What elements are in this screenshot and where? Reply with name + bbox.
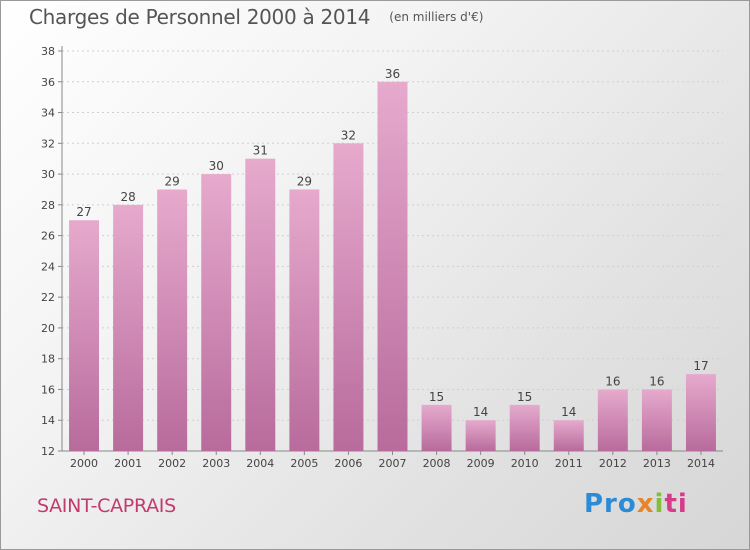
x-tick-label: 2005 — [290, 457, 318, 470]
y-tick-label: 28 — [41, 199, 55, 212]
data-label: 14 — [473, 405, 488, 419]
bar — [113, 204, 144, 451]
y-tick-label: 22 — [41, 291, 55, 304]
y-tick-label: 24 — [41, 260, 55, 273]
bar — [245, 158, 276, 451]
x-tick-label: 2000 — [70, 457, 98, 470]
bar — [157, 189, 188, 451]
data-label: 16 — [605, 374, 620, 388]
x-tick-label: 2004 — [246, 457, 274, 470]
data-label: 27 — [76, 205, 91, 219]
bar — [333, 143, 364, 452]
x-tick-label: 2006 — [334, 457, 362, 470]
x-tick-label: 2007 — [379, 457, 407, 470]
y-tick-label: 30 — [41, 168, 55, 181]
bar — [553, 420, 584, 451]
bar — [509, 404, 540, 451]
logo-part-2: x — [636, 489, 655, 519]
logo-part-1: Pro — [584, 489, 637, 519]
y-tick-label: 36 — [41, 76, 55, 89]
data-label: 29 — [297, 174, 312, 188]
x-tick-label: 2008 — [423, 457, 451, 470]
y-tick-label: 32 — [41, 137, 55, 150]
x-tick-label: 2014 — [687, 457, 715, 470]
x-tick-label: 2011 — [555, 457, 583, 470]
y-tick-label: 14 — [41, 414, 55, 427]
data-label: 32 — [341, 128, 356, 142]
commune-name: SAINT-CAPRAIS — [37, 495, 176, 517]
data-label: 15 — [429, 390, 444, 404]
bar — [597, 389, 628, 451]
bar — [465, 420, 496, 451]
data-label: 29 — [165, 174, 180, 188]
x-tick-label: 2001 — [114, 457, 142, 470]
x-tick-label: 2012 — [599, 457, 627, 470]
bar — [421, 404, 452, 451]
x-tick-label: 2003 — [202, 457, 230, 470]
data-label: 17 — [693, 359, 708, 373]
y-tick-label: 34 — [41, 107, 55, 120]
data-label: 15 — [517, 390, 532, 404]
logo-part-4: ti — [664, 489, 688, 519]
y-tick-label: 18 — [41, 353, 55, 366]
bar — [289, 189, 320, 451]
bar — [641, 389, 672, 451]
data-label: 28 — [120, 190, 135, 204]
bar — [377, 81, 408, 452]
y-tick-label: 16 — [41, 383, 55, 396]
bar — [69, 220, 100, 451]
y-tick-label: 38 — [41, 45, 55, 58]
x-tick-label: 2010 — [511, 457, 539, 470]
logo-part-3: i — [654, 489, 665, 519]
y-tick-label: 20 — [41, 322, 55, 335]
x-tick-label: 2013 — [643, 457, 671, 470]
data-label: 36 — [385, 67, 400, 81]
bar — [201, 174, 232, 452]
x-tick-label: 2002 — [158, 457, 186, 470]
proxiti-logo: Proxiti — [584, 489, 688, 519]
chart-subtitle: (en milliers d'€) — [389, 10, 484, 24]
data-label: 14 — [561, 405, 576, 419]
x-tick-label: 2009 — [467, 457, 495, 470]
bar — [685, 374, 716, 451]
data-label: 30 — [209, 159, 224, 173]
chart-title: Charges de Personnel 2000 à 2014 — [29, 5, 371, 29]
data-label: 31 — [253, 144, 268, 158]
title-row: Charges de Personnel 2000 à 2014 (en mil… — [29, 5, 483, 29]
y-tick-label: 26 — [41, 230, 55, 243]
y-tick-label: 12 — [41, 445, 55, 458]
data-label: 16 — [649, 374, 664, 388]
